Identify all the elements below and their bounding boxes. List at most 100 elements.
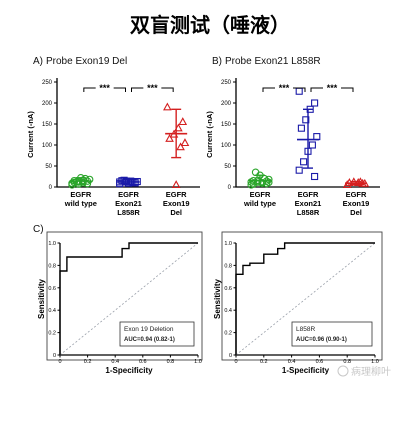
reference-diagonal	[59, 242, 199, 356]
y-axis-label: Sensitivity	[213, 278, 222, 319]
category-label: Exon19	[343, 199, 370, 208]
x-tick-label: 0.6	[139, 359, 147, 365]
legend-name: Exon 19 Deletion	[124, 326, 174, 333]
category-label: Exon19	[163, 199, 190, 208]
panel-title: Probe Exon19 Del	[46, 56, 127, 67]
data-point	[165, 133, 174, 142]
data-point	[265, 178, 273, 187]
significance-label: ***	[147, 83, 158, 93]
y-tick-label: 0.4	[48, 308, 56, 314]
category-label: Exon21	[295, 199, 322, 208]
x-tick-label: 1.0	[371, 359, 379, 365]
roc-curve	[59, 242, 198, 355]
x-tick-label: 0.6	[316, 359, 324, 365]
y-tick-label: 150	[42, 122, 53, 128]
wechat-icon	[337, 365, 349, 377]
x-tick-label: 0	[58, 359, 61, 365]
category-label: wild type	[243, 199, 276, 208]
y-tick-label: 100	[221, 143, 232, 149]
category-label: EGFR	[70, 190, 91, 199]
y-axis-label: Current (-nA)	[26, 111, 35, 158]
data-point	[171, 180, 181, 189]
y-tick-label: 250	[42, 80, 53, 86]
y-tick-label: 50	[224, 164, 231, 170]
x-axis-label: 1-Specificity	[105, 366, 153, 375]
panel-title: Probe Exon21 L858R	[225, 56, 321, 67]
x-tick-label: 0.4	[111, 359, 119, 365]
roc-panel-exon19: C) 00 0.2 0.2 0.4 0.4 0.6 0.6 0.8 0.8 1.0 1.0 1-Spec…	[33, 224, 203, 375]
roc-panel-l858r: 00 0.2 0.2 0.4 0.4 0.6 0.6 0.8 0.8 1.0 1.0 1-Specif…	[213, 231, 383, 375]
data-point	[295, 166, 303, 174]
x-tick-label: 0.2	[260, 359, 268, 365]
category-label: Exon21	[115, 199, 142, 208]
category-label: Del	[350, 208, 362, 217]
significance-label: ***	[327, 83, 338, 93]
y-tick-label: 250	[221, 80, 232, 86]
panel-label: B)	[212, 56, 222, 67]
y-axis-label: Sensitivity	[37, 278, 46, 319]
category-label: EGFR	[250, 190, 271, 199]
data-point	[308, 141, 316, 149]
data-point	[176, 142, 185, 151]
data-point	[180, 138, 190, 147]
watermark: 病理柳叶	[337, 365, 391, 378]
panel-label: C)	[33, 224, 44, 235]
legend-name: L858R	[296, 326, 315, 333]
data-point	[313, 133, 321, 141]
y-tick-label: 200	[42, 101, 53, 107]
category-label: wild type	[64, 199, 97, 208]
y-tick-label: 0.4	[224, 308, 232, 314]
data-point	[300, 158, 308, 166]
category-label: EGFR	[346, 190, 367, 199]
y-tick-label: 1.0	[224, 241, 232, 247]
legend-box	[119, 321, 195, 347]
x-tick-label: 0	[234, 359, 237, 365]
significance-backdrop	[143, 83, 162, 92]
data-point	[311, 99, 319, 107]
data-point	[311, 172, 319, 181]
y-tick-label: 0.8	[224, 263, 232, 269]
x-tick-label: 0.8	[167, 359, 175, 365]
significance-backdrop	[275, 83, 293, 92]
category-label: EGFR	[166, 190, 187, 199]
figure-title: 双盲测试（唾液）	[130, 13, 290, 37]
category-label: Del	[170, 208, 182, 217]
data-point	[163, 102, 172, 111]
y-tick-label: 200	[221, 101, 232, 107]
legend-auc: AUC=0.94 (0.82-1)	[124, 337, 175, 343]
y-tick-label: 150	[221, 122, 232, 128]
y-tick-label: 100	[42, 143, 53, 149]
category-label: EGFR	[118, 190, 139, 199]
legend-auc: AUC=0.96 (0.90-1)	[296, 337, 347, 343]
roc-curve	[235, 242, 375, 355]
data-point	[70, 178, 78, 187]
data-point	[295, 87, 303, 95]
y-tick-label: 1.0	[48, 241, 56, 247]
significance-label: ***	[99, 83, 110, 93]
y-tick-label: 0	[53, 353, 56, 359]
significance-backdrop	[323, 83, 341, 92]
y-tick-label: 0	[49, 185, 53, 191]
category-label: L858R	[297, 208, 320, 217]
y-tick-label: 0.2	[224, 331, 232, 337]
panel-label: A)	[33, 56, 43, 67]
y-tick-label: 50	[45, 164, 52, 170]
x-axis-label: 1-Specificity	[282, 366, 330, 375]
significance-backdrop	[95, 83, 114, 92]
data-point	[302, 116, 310, 124]
data-point	[342, 180, 352, 189]
y-tick-label: 0	[228, 185, 232, 191]
data-point	[247, 178, 255, 186]
x-tick-label: 1.0	[194, 359, 202, 365]
category-label: EGFR	[298, 190, 319, 199]
axes	[56, 78, 200, 188]
data-point	[345, 178, 354, 186]
data-point	[131, 179, 139, 187]
y-axis-label: Current (-nA)	[205, 111, 214, 158]
x-tick-label: 0.8	[343, 359, 351, 365]
category-label: L858R	[117, 208, 140, 217]
y-tick-label: 0.2	[48, 331, 56, 337]
scatter-panel-a: A) Probe Exon19 Del Current (-nA) 0 50 100 150…	[26, 56, 200, 217]
